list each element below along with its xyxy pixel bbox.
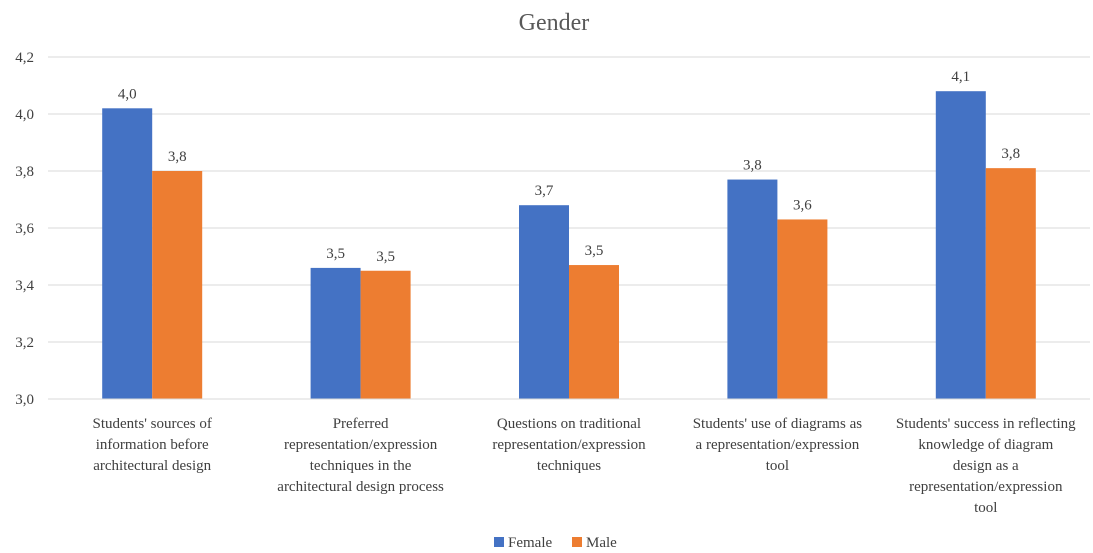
x-category-label: Students' success in reflecting [896,416,1076,432]
data-label: 3,5 [326,246,345,262]
x-category-label: a representation/expression [696,437,860,453]
y-tick-label: 3,8 [15,164,34,180]
y-axis: 3,0 3,2 3,4 3,6 3,8 4,0 4,2 [15,50,34,408]
legend-swatch-male [572,537,582,547]
data-label: 4,0 [118,86,137,102]
y-tick-label: 3,0 [15,392,34,408]
data-label: 3,5 [376,249,395,265]
x-category-label: Preferred [333,416,389,432]
bar-male [152,171,203,399]
bar-female [935,91,986,399]
y-tick-label: 3,4 [15,278,34,294]
data-label: 3,8 [743,158,762,174]
x-category-label: tool [974,500,997,516]
x-category-label: architectural design [93,458,211,474]
bar-male [777,219,828,399]
data-labels: 4,0 3,8 3,5 3,5 3,7 3,5 3,8 3,6 4,1 3,8 [118,69,1020,265]
x-category-label: Students' use of diagrams as [693,416,863,432]
bar-male [985,168,1036,399]
data-label: 3,5 [585,243,604,259]
bar-female [310,267,361,399]
x-category-label: techniques in the [310,458,412,474]
legend-label-male: Male [586,535,617,551]
y-tick-label: 4,2 [15,50,34,66]
x-category-label: techniques [537,458,601,474]
x-category-label: representation/expression [492,437,646,453]
x-category-label: architectural design process [277,479,444,495]
x-category-label: representation/expression [284,437,438,453]
bar-female [519,205,569,399]
x-axis: Students' sources of information before ar… [48,398,1090,516]
x-category-label: design as a [953,458,1019,474]
data-label: 3,8 [1001,146,1020,162]
y-tick-label: 3,6 [15,221,34,237]
legend-swatch-female [494,537,504,547]
x-category-label: representation/expression [909,479,1063,495]
data-label: 3,6 [793,197,812,213]
x-category-label: knowledge of diagram [918,437,1053,453]
legend: Female Male [494,535,617,551]
data-label: 3,8 [168,149,187,165]
x-category-label: Students' sources of [93,416,212,432]
bar-female [102,108,153,400]
x-category-label: Questions on traditional [497,416,641,432]
bars [102,91,1036,400]
chart-title: Gender [519,10,590,36]
x-category-label: tool [766,458,789,474]
x-category-label: information before [96,437,209,453]
bar-male [360,270,411,399]
bar-male [569,265,619,399]
data-label: 4,1 [951,69,970,85]
y-tick-label: 3,2 [15,335,34,351]
data-label: 3,7 [535,183,554,199]
bar-female [727,179,778,399]
y-tick-label: 4,0 [15,107,34,123]
legend-label-female: Female [508,535,552,551]
